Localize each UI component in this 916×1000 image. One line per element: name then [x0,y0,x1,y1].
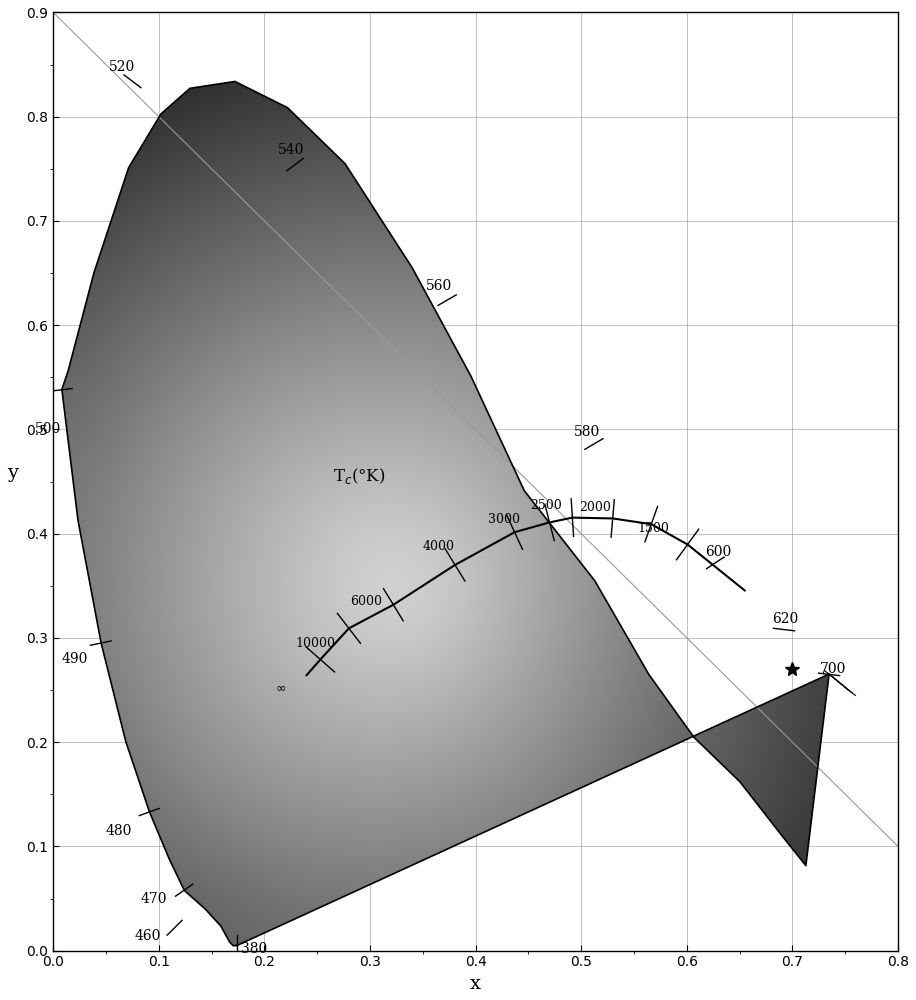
Text: 460: 460 [135,929,161,943]
Text: 2000: 2000 [579,501,611,514]
Text: 4000: 4000 [422,540,454,553]
Y-axis label: y: y [7,464,18,482]
Text: 580: 580 [573,425,600,439]
Text: 620: 620 [772,612,798,626]
X-axis label: x: x [470,975,481,993]
Text: T$_c$(°K): T$_c$(°K) [333,466,386,486]
Text: 700: 700 [820,662,845,676]
Text: 2500: 2500 [530,499,562,512]
Text: $\infty$: $\infty$ [275,681,286,694]
Text: 3000: 3000 [488,513,520,526]
Text: 500: 500 [35,422,61,436]
Text: 480: 480 [105,824,132,838]
Text: 10000: 10000 [295,637,335,650]
Text: 520: 520 [109,60,135,74]
Text: 600: 600 [705,545,732,559]
Text: 560: 560 [426,279,452,293]
Text: 1500: 1500 [638,522,669,535]
Text: 470: 470 [140,892,167,906]
Text: 6000: 6000 [350,595,382,608]
Text: 540: 540 [278,143,304,157]
Text: 380: 380 [241,942,267,956]
Text: 490: 490 [61,652,88,666]
